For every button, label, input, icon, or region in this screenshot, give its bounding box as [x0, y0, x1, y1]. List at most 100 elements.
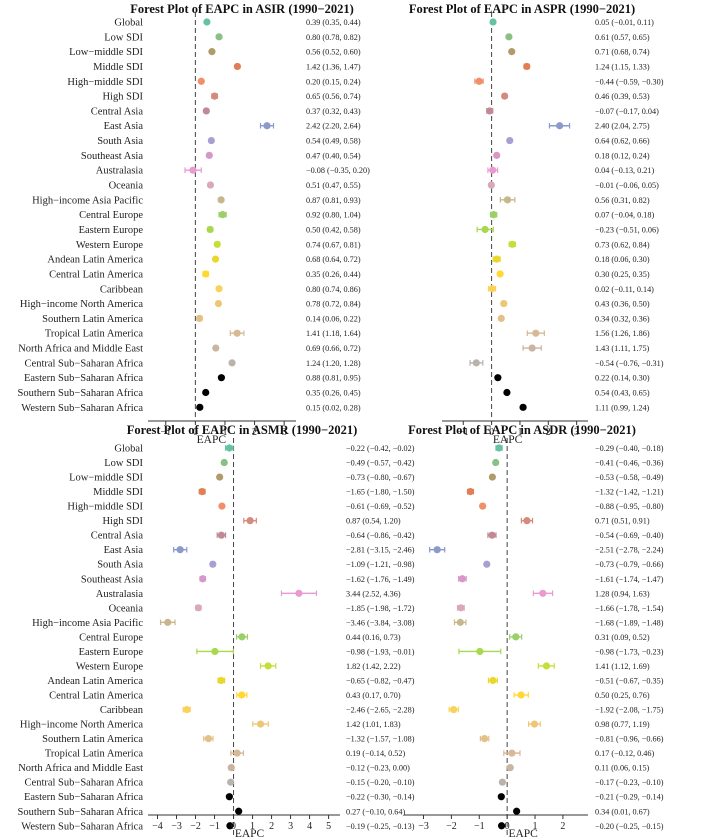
estimate-point: [220, 458, 228, 467]
panel-title-asdr: Forest Plot of EAPC in ASDR (1990−2021): [408, 423, 636, 437]
x-tick-label: 3: [282, 427, 287, 438]
eapc-value-label: 1.42 (1.01, 1.83): [346, 720, 401, 729]
region-label: Low−middle SDI: [69, 47, 143, 58]
estimate-point: [495, 444, 503, 452]
eapc-value-label: 0.73 (0.62, 0.84): [595, 240, 650, 249]
row-asdr-26: −0.20 (−0.25, −0.15): [497, 822, 664, 831]
row-asdr-0: −0.29 (−0.40, −0.18): [495, 444, 664, 453]
estimate-point: [211, 92, 219, 100]
region-label: Central Sub−Saharan Africa: [25, 778, 144, 789]
eapc-value-label: 1.42 (1.36, 1.47): [306, 62, 361, 71]
estimate-point: [532, 329, 540, 337]
estimate-point: [202, 107, 210, 115]
row-asmr-16: Andean Latin America −0.65 (−0.82, −0.47): [47, 676, 414, 687]
x-tick-label: 4: [307, 821, 312, 832]
estimate-point: [456, 618, 464, 626]
region-label: Southern Sub−Saharan Africa: [18, 388, 144, 399]
eapc-value-label: −0.07 (−0.17, 0.04): [595, 107, 659, 116]
estimate-point: [498, 778, 507, 786]
row-asir-5: High SDI 0.65 (0.56, 0.74): [102, 92, 360, 103]
row-aspr-12: 0.56 (0.31, 0.82): [499, 196, 650, 205]
estimate-point: [233, 62, 241, 71]
row-asmr-6: Central Asia −0.64 (−0.86, −0.42): [91, 531, 415, 542]
eapc-value-label: 0.34 (0.01, 0.67): [595, 807, 650, 816]
region-label: Eastern Europe: [79, 225, 144, 236]
row-asir-22: North Africa and Middle East 0.69 (0.66, …: [18, 344, 361, 355]
estimate-point: [489, 211, 498, 219]
x-tick-label: 1: [222, 427, 227, 438]
region-label: Southern Latin America: [42, 314, 143, 325]
eapc-value-label: 1.43 (1.11, 1.75): [595, 344, 650, 353]
region-label: Oceania: [109, 181, 144, 192]
x-axis-label: EAPC: [493, 434, 523, 446]
x-axis-aspr: −1 0 1 2 3 EAPC: [442, 420, 588, 446]
eapc-value-label: 0.34 (0.32, 0.36): [595, 314, 650, 323]
eapc-value-label: −1.61 (−1.74, −1.47): [595, 575, 664, 584]
x-tick-label: 2: [546, 427, 551, 438]
x-tick-label: −1: [209, 821, 220, 832]
row-asmr-3: Middle SDI −1.65 (−1.80, −1.50): [93, 487, 415, 498]
estimate-point: [217, 196, 225, 204]
row-asdr-24: −0.21 (−0.29, −0.14): [497, 793, 664, 802]
estimate-point: [497, 314, 505, 322]
eapc-value-label: −0.49 (−0.57, −0.42): [346, 459, 415, 468]
row-aspr-0: 0.05 (−0.01, 0.11): [489, 18, 654, 27]
region-label: Western Sub−Saharan Africa: [21, 403, 143, 414]
region-label: Central Europe: [79, 210, 143, 221]
row-asir-15: Western Europe 0.74 (0.67, 0.81): [76, 240, 361, 251]
eapc-value-label: 0.31 (0.09, 0.52): [595, 633, 650, 642]
estimate-point: [256, 720, 265, 728]
eapc-value-label: 0.92 (0.80, 1.04): [306, 211, 361, 220]
row-aspr-16: 0.18 (0.06, 0.30): [492, 255, 650, 264]
estimate-point: [479, 502, 487, 510]
row-asmr-8: South Asia −1.09 (−1.21, −0.98): [97, 560, 415, 571]
x-tick-label: 2: [252, 427, 257, 438]
estimate-point: [202, 270, 210, 278]
eapc-value-label: 0.54 (0.49, 0.58): [306, 137, 361, 146]
row-asdr-22: 0.11 (0.06, 0.15): [506, 764, 650, 773]
estimate-point: [202, 388, 210, 397]
row-asir-6: Central Asia 0.37 (0.32, 0.43): [91, 106, 361, 117]
estimate-point: [206, 181, 215, 189]
region-label: Western Sub−Saharan Africa: [21, 821, 143, 832]
row-asmr-25: Southern Sub−Saharan Africa 0.27 (−0.10, …: [18, 807, 406, 818]
row-asdr-5: 0.71 (0.51, 0.91): [520, 517, 650, 526]
eapc-value-label: 0.56 (0.31, 0.82): [595, 196, 650, 205]
estimate-point: [494, 374, 502, 382]
estimate-point: [227, 764, 235, 772]
row-asir-25: Southern Sub−Saharan Africa 0.35 (0.26, 0…: [18, 388, 361, 399]
eapc-value-label: −2.46 (−2.65, −2.28): [346, 706, 415, 715]
estimate-point: [215, 285, 223, 293]
eapc-value-label: 0.39 (0.35, 0.44): [306, 18, 361, 27]
row-aspr-22: 1.43 (1.11, 1.75): [522, 344, 650, 353]
region-label: Central Sub−Saharan Africa: [25, 358, 144, 369]
estimate-point: [263, 122, 271, 130]
eapc-value-label: 0.17 (−0.12, 0.46): [595, 749, 654, 758]
eapc-value-label: −0.01 (−0.06, 0.05): [595, 181, 659, 190]
eapc-value-label: −0.21 (−0.29, −0.14): [595, 793, 664, 802]
estimate-point: [214, 299, 223, 308]
region-label: South Asia: [97, 136, 143, 147]
estimate-point: [457, 604, 465, 612]
x-axis-label: EAPC: [508, 828, 538, 839]
row-aspr-17: 0.30 (0.25, 0.35): [496, 270, 650, 279]
estimate-point: [508, 240, 516, 248]
region-label: Tropical Latin America: [45, 329, 144, 340]
eapc-value-label: 0.87 (0.81, 0.93): [306, 196, 361, 205]
eapc-value-label: 0.27 (−0.10, 0.64): [346, 807, 405, 816]
region-label: High−income North America: [20, 299, 143, 310]
region-label: Southeast Asia: [81, 574, 143, 585]
row-aspr-3: 1.24 (1.15, 1.33): [523, 62, 650, 71]
estimate-point: [233, 329, 241, 337]
eapc-value-label: −1.66 (−1.78, −1.54): [595, 604, 664, 613]
row-asmr-7: East Asia −2.81 (−3.15, −2.46): [104, 545, 415, 556]
region-label: Eastern Sub−Saharan Africa: [24, 792, 143, 803]
eapc-value-label: 0.44 (0.16, 0.73): [346, 633, 401, 642]
estimate-point: [493, 151, 501, 159]
row-asmr-24: Eastern Sub−Saharan Africa −0.22 (−0.30, …: [24, 792, 415, 803]
eapc-value-label: −0.53 (−0.58, −0.49): [595, 473, 664, 482]
estimate-point: [164, 618, 172, 626]
row-asdr-20: −0.81 (−0.96, −0.66): [479, 735, 664, 744]
eapc-value-label: 0.15 (0.02, 0.28): [306, 403, 361, 412]
region-label: Central Europe: [79, 632, 143, 643]
